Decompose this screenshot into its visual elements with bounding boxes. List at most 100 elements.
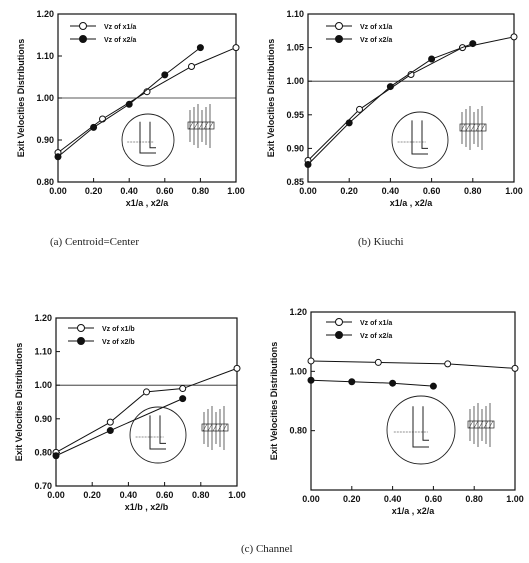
x-tick-label: 0.60 [423, 186, 441, 196]
hatch-line [198, 121, 204, 130]
x-tick-label: 0.80 [464, 186, 482, 196]
x-axis-label: x1/b , x2/b [125, 502, 169, 512]
x-tick-label: 0.80 [192, 186, 210, 196]
hatch-line [480, 123, 486, 132]
section-sketch [412, 406, 429, 448]
section-inset-circle [386, 395, 456, 465]
legend-label: Vz of x1/a [360, 320, 392, 327]
data-point [188, 63, 195, 70]
data-point [304, 161, 312, 169]
x-tick-label: 0.20 [83, 490, 101, 500]
arrow-band [467, 420, 495, 429]
legend-label: Vz of x2/b [102, 339, 135, 346]
legend-marker [79, 22, 87, 30]
data-point [510, 33, 518, 41]
plot-frame [55, 317, 238, 487]
data-point [125, 100, 133, 108]
data-point [374, 358, 382, 366]
velocity-arrows-icon [467, 403, 495, 447]
series-line-2 [310, 379, 434, 387]
x-tick-label: 0.40 [120, 490, 138, 500]
data-point [233, 364, 241, 372]
data-point [54, 153, 62, 161]
caption-b: (b) Kiuchi [358, 236, 404, 248]
hatch-line [465, 123, 471, 132]
x-tick-label: 0.00 [49, 186, 67, 196]
data-point [232, 44, 240, 52]
series-line-1 [57, 47, 237, 153]
y-tick-label: 1.20 [289, 307, 307, 317]
section-inset-circle [391, 111, 449, 169]
x-tick-label: 0.00 [47, 490, 65, 500]
y-axis-label: Exit Velocities Distributions [269, 342, 279, 461]
section-sketch [411, 120, 428, 155]
chart-panel-3: 0.00 0.20 0.40 0.60 0.80 1.00 0.70 0.80 0.90 1.00… [14, 313, 246, 512]
x-tick-label: 0.00 [299, 186, 317, 196]
velocity-arrows-icon [201, 406, 229, 450]
y-tick-label: 1.20 [34, 313, 52, 323]
legend-marker [335, 35, 343, 43]
plot-frame [307, 13, 515, 183]
legend-label: Vz of x2/a [360, 333, 392, 340]
legend-label: Vz of x1/a [104, 24, 136, 31]
hatch-line [488, 420, 494, 429]
section-inset-circle [121, 113, 175, 167]
legend-marker [335, 331, 343, 339]
data-point [469, 40, 477, 48]
y-tick-label: 1.10 [286, 9, 304, 19]
y-tick-label: 1.10 [34, 347, 52, 357]
x-tick-label: 0.40 [382, 186, 400, 196]
series-line-2 [307, 43, 473, 165]
hatch-line [460, 123, 466, 132]
arrow-band [187, 121, 215, 130]
legend-label: Vz of x2/a [104, 37, 136, 44]
y-tick-label: 1.10 [36, 51, 54, 61]
legend-marker [77, 337, 85, 345]
x-tick-label: 0.20 [340, 186, 358, 196]
data-point [106, 418, 114, 426]
hatch-line [212, 423, 218, 432]
y-axis-label: Exit Velocities Distributions [266, 39, 276, 158]
data-point [307, 357, 315, 365]
data-point [90, 123, 98, 131]
x-tick-label: 0.20 [343, 494, 361, 504]
legend-marker [79, 35, 87, 43]
y-tick-label: 0.85 [286, 177, 304, 187]
y-axis-label: Exit Velocities Distributions [14, 343, 24, 462]
data-point [52, 452, 60, 460]
data-point [161, 71, 169, 79]
x-axis-label: x1/a , x2/a [390, 198, 434, 208]
section-sketch [149, 415, 166, 450]
caption-c: (c) Channel [241, 543, 293, 555]
section-sketch [139, 121, 156, 154]
data-point [179, 385, 187, 393]
legend-marker [335, 318, 343, 326]
data-point [428, 55, 436, 63]
y-tick-label: 1.05 [286, 43, 304, 53]
series-line-1 [55, 367, 238, 453]
series-line-1 [310, 360, 516, 369]
x-tick-label: 1.00 [228, 490, 246, 500]
legend-label: Vz of x1/b [102, 326, 135, 333]
section-inset-circle [129, 406, 187, 464]
arrow-band [459, 123, 487, 132]
hatch-line [478, 420, 484, 429]
data-point [348, 378, 356, 386]
data-point [511, 364, 519, 372]
data-point [196, 44, 204, 52]
chart-panel-2: 0.00 0.20 0.40 0.60 0.80 1.00 0.85 0.90 0.95 1.00… [266, 9, 523, 208]
legend-label: Vz of x2/a [360, 37, 392, 44]
x-tick-label: 0.60 [156, 186, 174, 196]
data-point [386, 83, 394, 91]
hatch-line [483, 420, 489, 429]
y-tick-label: 0.70 [34, 481, 52, 491]
velocity-arrows-icon [459, 106, 487, 150]
data-point [143, 388, 150, 396]
x-axis-label: x1/a , x2/a [126, 198, 170, 208]
y-tick-label: 1.20 [36, 9, 54, 19]
x-tick-label: 0.40 [384, 494, 402, 504]
y-tick-label: 1.00 [289, 366, 307, 376]
hatch-line [188, 121, 194, 130]
y-tick-label: 0.90 [36, 135, 54, 145]
y-tick-label: 1.00 [286, 76, 304, 86]
